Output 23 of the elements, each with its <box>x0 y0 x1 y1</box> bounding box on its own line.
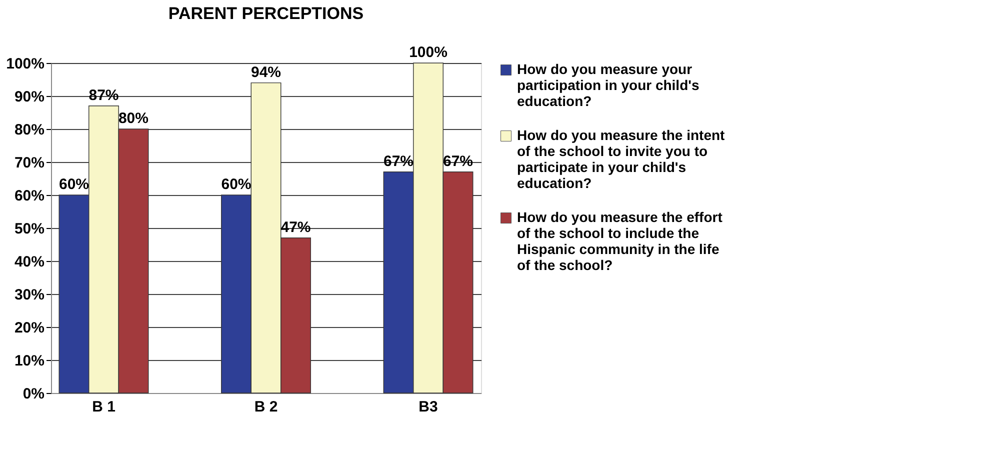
y-tick-label: 60% <box>14 188 44 204</box>
y-tick-label: 100% <box>6 56 44 72</box>
x-tick-label: B 1 <box>92 398 116 416</box>
y-tick-label: 30% <box>14 286 44 304</box>
data-label: 80% <box>118 110 148 127</box>
legend-label: How do you measure the effort of the school to include the Hispanic community in the life of the school? <box>517 209 723 273</box>
legend-label: How do you measure your participation in your child's education? <box>517 61 700 109</box>
data-label: 100% <box>409 44 448 61</box>
y-tick-label: 70% <box>14 154 44 172</box>
chart-title: PARENT PERCEPTIONS <box>168 4 364 23</box>
y-tick-label: 0% <box>22 386 44 402</box>
data-label: 94% <box>250 64 282 81</box>
y-tick-label: 90% <box>14 88 44 106</box>
y-tick-label: 50% <box>14 220 44 238</box>
y-tick-label: 80% <box>14 122 44 138</box>
data-label: 60% <box>221 176 252 193</box>
y-tick-label: 10% <box>14 352 44 370</box>
y-tick-label: 40% <box>14 254 44 270</box>
y-tick-label: 20% <box>14 320 44 336</box>
data-label: 60% <box>58 176 90 193</box>
x-tick-label: B 2 <box>254 398 278 416</box>
x-tick-label: B3 <box>418 398 438 416</box>
legend-label: How do you measure the intent of the school to invite you to participate in your child's education? <box>517 127 726 191</box>
